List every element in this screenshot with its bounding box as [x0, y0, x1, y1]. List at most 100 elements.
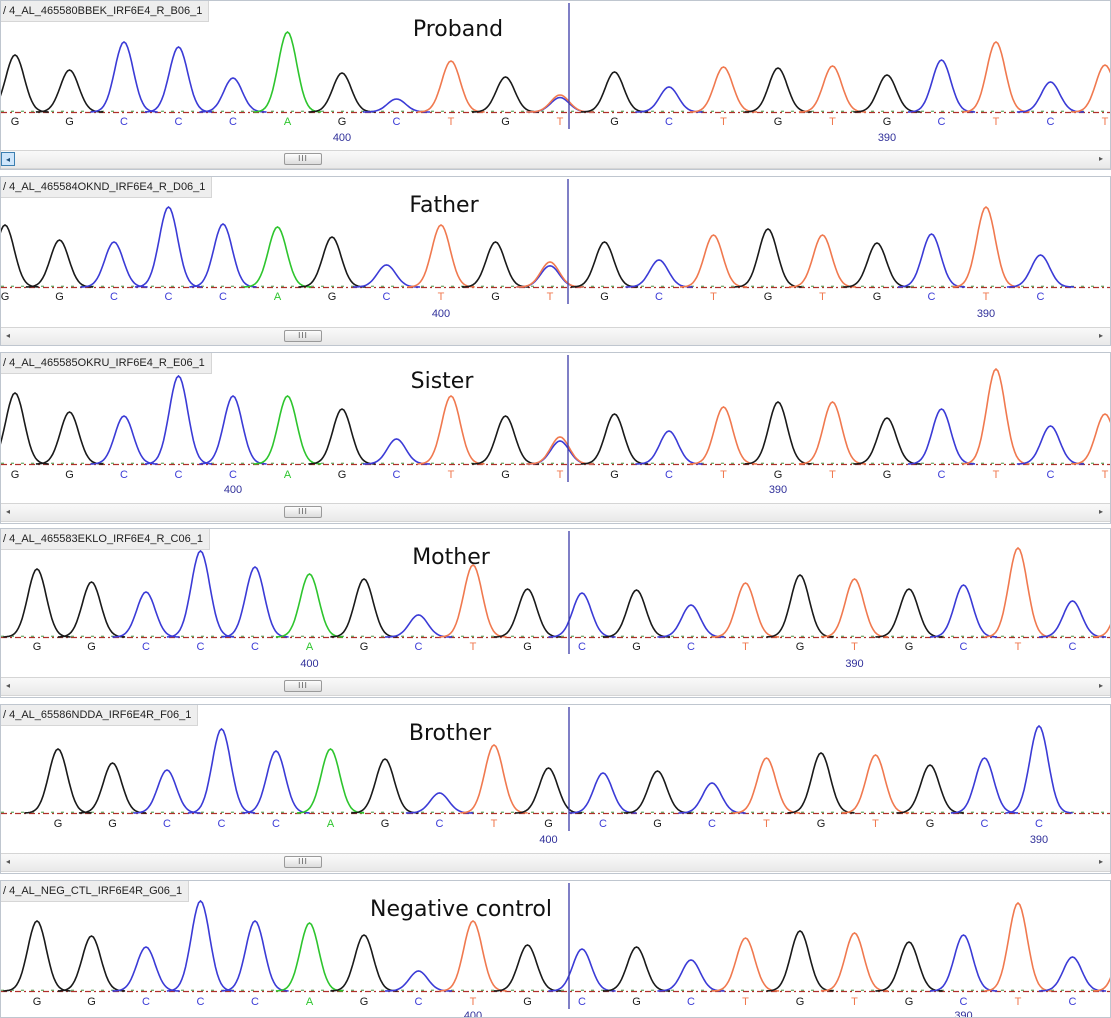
- peak-C: [199, 77, 267, 113]
- base-call: T: [819, 291, 826, 303]
- trace-file-label[interactable]: / 4_AL_465585OKRU_IRF6E4_R_E06_1: [1, 353, 212, 374]
- trace-file-label[interactable]: / 4_AL_NEG_CTL_IRF6E4R_G06_1: [1, 881, 190, 902]
- peak-G: [351, 758, 419, 814]
- chromatogram-panel: G G C C C A G C T G T G C T G T G C T C 400 390 / 4_AL_465584O…: [0, 176, 1111, 346]
- horizontal-scrollbar[interactable]: ◂ III ▸: [1, 677, 1110, 696]
- peak-C: [80, 241, 148, 288]
- scroll-thumb[interactable]: III: [284, 506, 322, 518]
- base-call: G: [610, 116, 619, 128]
- peak-T: [798, 65, 867, 113]
- horizontal-scrollbar[interactable]: ◂ III ▸: [1, 150, 1110, 169]
- peak-C: [90, 41, 158, 113]
- chromatogram-trace: GGCCCAGCTGCGCTGTGCTCT400390: [1, 883, 1110, 1017]
- peak-G: [330, 578, 398, 638]
- base-call: T: [829, 116, 836, 128]
- peak-C: [166, 899, 235, 992]
- peak-G: [57, 581, 126, 638]
- sample-title: Proband: [412, 17, 504, 42]
- peak-T: [711, 937, 780, 992]
- scroll-thumb[interactable]: III: [284, 330, 322, 342]
- base-call: T: [1102, 469, 1109, 481]
- peak-G: [3, 920, 71, 992]
- base-call: G: [328, 291, 337, 303]
- base-call: G: [523, 996, 532, 1008]
- base-call: T: [742, 641, 749, 653]
- base-call: C: [383, 291, 391, 303]
- base-call: C: [163, 818, 171, 830]
- scroll-thumb[interactable]: III: [284, 153, 322, 165]
- base-call: G: [491, 291, 500, 303]
- scroll-right-arrow-icon[interactable]: ▸: [1098, 857, 1103, 866]
- chromatogram-panel: G G C C C A G C T G C G C T G T G C C 400 390 / 4_AL_65586NDD…: [0, 704, 1111, 874]
- peak-G: [843, 242, 911, 288]
- trace-file-label[interactable]: / 4_AL_465583EKLO_IRF6E4_R_C06_1: [1, 529, 210, 550]
- peak-T: [984, 901, 1052, 992]
- peak-C: [635, 430, 703, 465]
- peak-T: [798, 401, 867, 465]
- scroll-left-arrow-icon[interactable]: ◂: [5, 681, 10, 690]
- trace-file-label[interactable]: / 4_AL_465580BBEK_IRF6E4_R_B06_1: [1, 1, 210, 22]
- base-call: C: [272, 818, 280, 830]
- peak-C: [112, 946, 180, 992]
- scroll-left-arrow-icon[interactable]: ◂: [5, 857, 10, 866]
- peak-A: [253, 395, 322, 465]
- base-call: G: [873, 291, 882, 303]
- scroll-thumb[interactable]: III: [284, 680, 322, 692]
- peak-C: [90, 415, 158, 465]
- chromatogram-trace: G G C C C A G C T G T G C T G T G C T C 400 390: [1, 179, 1110, 320]
- peak-C: [950, 757, 1019, 814]
- trace-file-label[interactable]: / 4_AL_65586NDDA_IRF6E4R_F06_1: [1, 705, 199, 726]
- scroll-right-arrow-icon[interactable]: ▸: [1098, 331, 1103, 340]
- base-call: C: [981, 818, 989, 830]
- horizontal-scrollbar[interactable]: ◂ III ▸: [1, 503, 1110, 522]
- base-call: C: [938, 469, 946, 481]
- chromatogram-trace: G G C C C A G C T G T G C T G T G C T C T 400 390: [1, 3, 1110, 144]
- scroll-right-arrow-icon[interactable]: ▸: [1098, 681, 1103, 690]
- peak-C: [657, 959, 725, 992]
- base-call: C: [218, 818, 226, 830]
- peak-G: [493, 944, 562, 992]
- peak-G: [875, 588, 943, 638]
- base-call: C: [1035, 818, 1043, 830]
- scroll-right-arrow-icon[interactable]: ▸: [1098, 507, 1103, 516]
- base-call: G: [774, 469, 783, 481]
- base-call: G: [360, 996, 369, 1008]
- peak-G: [25, 239, 94, 288]
- base-call: C: [415, 641, 423, 653]
- horizontal-scrollbar[interactable]: ◂ III ▸: [1, 853, 1110, 872]
- het-peak-C: [516, 264, 584, 288]
- scroll-left-arrow-icon[interactable]: ◂: [5, 331, 10, 340]
- peak-G: [766, 574, 834, 638]
- base-call: T: [983, 291, 990, 303]
- scroll-right-arrow-icon[interactable]: ▸: [1098, 154, 1103, 163]
- horizontal-scrollbar[interactable]: ◂ III ▸: [1, 327, 1110, 345]
- base-call: C: [960, 641, 968, 653]
- peak-T: [984, 546, 1052, 638]
- base-call: C: [687, 996, 695, 1008]
- peak-C: [569, 772, 637, 814]
- peak-G: [1, 392, 49, 465]
- base-call: T: [547, 291, 554, 303]
- base-call: G: [55, 291, 64, 303]
- peak-G: [896, 764, 964, 814]
- scroll-left-arrow-icon[interactable]: ◂: [1, 152, 15, 166]
- base-call: C: [578, 641, 586, 653]
- scroll-thumb[interactable]: III: [284, 856, 322, 868]
- base-call: G: [905, 996, 914, 1008]
- peak-G: [1, 224, 39, 288]
- peak-C: [144, 374, 213, 465]
- scroll-left-arrow-icon[interactable]: ◂: [5, 507, 10, 516]
- position-number: 400: [224, 484, 242, 496]
- base-call: A: [284, 469, 292, 481]
- peak-C: [189, 223, 257, 288]
- peak-C: [187, 727, 256, 814]
- peak-G: [766, 930, 834, 992]
- peak-G: [35, 411, 104, 465]
- peak-T: [788, 234, 857, 288]
- peak-C: [1005, 724, 1073, 814]
- trace-file-label[interactable]: / 4_AL_465584OKND_IRF6E4_R_D06_1: [1, 177, 213, 198]
- peak-T: [526, 436, 594, 465]
- base-call: T: [710, 291, 717, 303]
- peak-G: [308, 72, 376, 113]
- peak-T: [962, 367, 1030, 465]
